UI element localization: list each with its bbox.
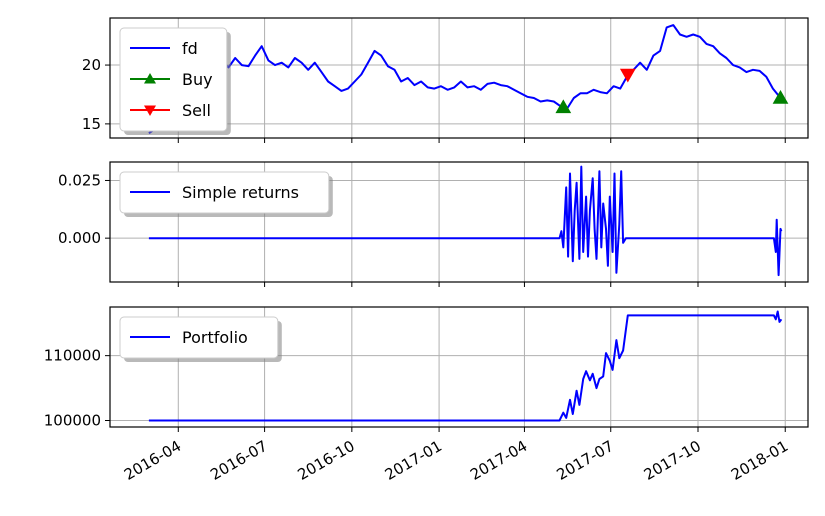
legend-label: fd: [182, 39, 198, 58]
x-axis: 2016-04 2016-07 2016-10 2017-01 2017-04 2017-…: [121, 437, 791, 484]
series-line-simple-returns: [148, 165, 783, 277]
legend-box: [119, 171, 330, 214]
legend-label: Portfolio: [182, 328, 248, 347]
series-line-portfolio: [148, 310, 783, 422]
sell-marker: [619, 68, 636, 83]
y-tick-label: 100000: [44, 412, 101, 430]
y-tick-label: 0.000: [58, 229, 101, 247]
y-tick-label: 20: [82, 56, 101, 74]
price-panel: 15 20 fd Buy Sell: [82, 17, 809, 143]
x-tick-label: 2017-07: [553, 437, 616, 484]
portfolio-panel: 100000 110000 Portfolio: [44, 306, 809, 432]
axes-frame: [109, 161, 809, 283]
legend-label: Sell: [182, 101, 211, 120]
x-tick-label: 2017-04: [467, 437, 530, 484]
legend-label: Buy: [182, 70, 213, 89]
returns-panel: 0.025 0.000 Simple returns: [58, 161, 809, 287]
axes-frame: [109, 17, 809, 139]
y-tick-label: 15: [82, 115, 101, 133]
y-tick-label: 110000: [44, 347, 101, 365]
x-tick-label: 2016-07: [207, 437, 270, 484]
x-tick-label: 2017-01: [382, 437, 445, 484]
legend-box: [119, 316, 279, 359]
buy-marker: [555, 99, 572, 114]
legend-label: Simple returns: [182, 183, 299, 202]
buy-marker: [772, 89, 789, 104]
y-tick-label: 0.025: [58, 171, 101, 189]
x-tick-label: 2016-10: [295, 437, 358, 484]
axes-frame: [109, 306, 809, 428]
legend-box: [119, 27, 228, 132]
x-tick-label: 2018-01: [728, 437, 791, 484]
x-tick-label: 2017-10: [641, 437, 704, 484]
legend-marker: [144, 105, 156, 116]
legend-marker: [144, 73, 156, 84]
x-tick-label: 2016-04: [121, 437, 184, 484]
series-line-fd: [148, 24, 781, 135]
